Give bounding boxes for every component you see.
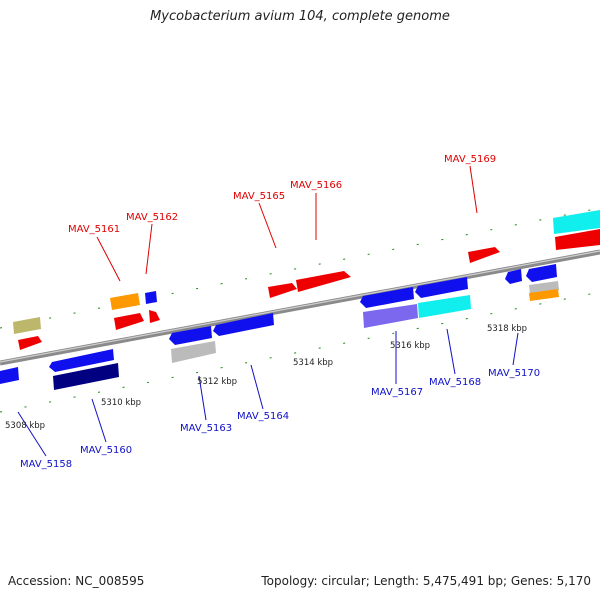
genome-backbone (0, 249, 600, 366)
gene-label: MAV_5162 (126, 212, 178, 223)
kbp-label: 5314 kbp (293, 358, 333, 368)
gene-red (555, 229, 600, 250)
gene-orange (529, 289, 559, 301)
gene-blue (360, 287, 414, 308)
tick-row-lower (0, 291, 600, 413)
gene-blue (505, 269, 522, 284)
gene-label: MAV_5170 (488, 368, 540, 379)
gene-cyan (553, 210, 600, 234)
gene-label: MAV_5163 (180, 423, 232, 434)
leader-line (469, 165, 478, 214)
kbp-label: 5308 kbp (5, 421, 45, 431)
gene-labels-top: MAV_5161 MAV_5162 MAV_5165 MAV_5166 MAV_… (68, 154, 496, 235)
gene-cyan (418, 295, 471, 318)
gene-olive (13, 317, 41, 334)
leader-line (258, 202, 277, 249)
tick-track-lower (0, 291, 600, 413)
tick-track-upper (0, 207, 600, 329)
backbone-highlight (0, 250, 600, 363)
gene-label: MAV_5169 (444, 154, 496, 165)
leader-line (91, 398, 107, 443)
gene-blue (145, 291, 157, 304)
gene-blue (0, 367, 19, 384)
leader-lines-top (96, 165, 478, 282)
leader-line (198, 375, 207, 421)
kbp-label: 5316 kbp (390, 341, 430, 351)
gene-red (149, 310, 160, 323)
kbp-label: 5318 kbp (487, 324, 527, 334)
leader-line (446, 328, 456, 375)
tick-row-upper (0, 207, 600, 329)
map-title: Mycobacterium avium 104, complete genome (150, 9, 450, 24)
gene-blue (169, 326, 212, 345)
kbp-label: 5310 kbp (101, 398, 141, 408)
genome-summary-text: Topology: circular; Length: 5,475,491 bp… (261, 574, 591, 588)
gene-red (468, 247, 500, 263)
accession-text: Accession: NC_008595 (8, 574, 145, 588)
kbp-label: 5312 kbp (197, 377, 237, 387)
gene-gray (171, 341, 216, 363)
gene-label: MAV_5164 (237, 411, 289, 422)
gene-label: MAV_5167 (371, 387, 423, 398)
gene-blue (526, 264, 557, 282)
gene-blue (49, 349, 114, 372)
backbone-line (0, 249, 600, 366)
leader-line (145, 223, 153, 275)
leader-line (250, 364, 264, 410)
kbp-labels: 5308 kbp 5310 kbp 5312 kbp 5314 kbp 5316… (5, 324, 527, 431)
gene-red (114, 313, 144, 330)
gene-orange (110, 293, 140, 310)
gene-label: MAV_5160 (80, 445, 132, 456)
gene-slate (363, 304, 418, 328)
gene-label: MAV_5161 (68, 224, 120, 235)
leader-line (512, 332, 519, 366)
gene-navy (53, 363, 119, 390)
gene-label: MAV_5166 (290, 180, 342, 191)
gene-red (268, 283, 297, 298)
gene-label: MAV_5168 (429, 377, 481, 388)
gene-label: MAV_5165 (233, 191, 285, 202)
gene-labels-bottom: MAV_5158 MAV_5160 MAV_5163 MAV_5164 MAV_… (20, 368, 540, 470)
gene-blue (213, 313, 274, 336)
genes-forward (18, 210, 600, 350)
leader-line (17, 411, 47, 457)
gene-red (296, 271, 351, 292)
genes-reverse (0, 264, 559, 390)
gene-blue (415, 277, 468, 298)
gene-red (18, 336, 42, 350)
gene-label: MAV_5158 (20, 459, 72, 470)
leader-lines-bottom (17, 328, 519, 457)
leader-line (96, 236, 121, 282)
